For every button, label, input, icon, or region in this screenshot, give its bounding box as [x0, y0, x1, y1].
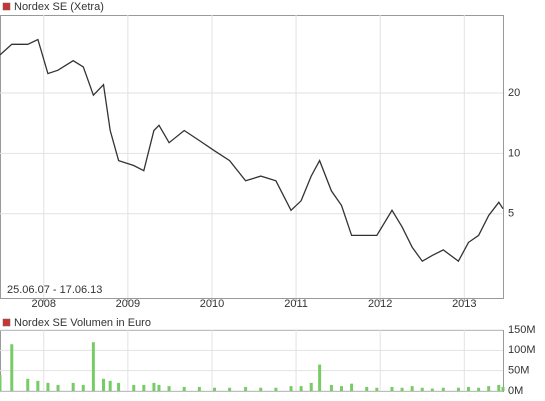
y-tick-label: 5	[508, 208, 514, 220]
legend-swatch	[2, 2, 11, 11]
volume-bar	[420, 387, 424, 391]
price-line	[0, 38, 504, 263]
volume-bar	[212, 387, 216, 391]
y-tick-label: 0M	[508, 385, 523, 397]
volume-bar	[309, 382, 313, 391]
volume-bar	[501, 386, 505, 391]
x-tick-label: 2008	[31, 298, 55, 310]
y-tick-label: 100M	[508, 344, 536, 356]
price-frame	[0, 15, 504, 299]
volume-bar	[0, 374, 2, 391]
volume-bar	[157, 384, 161, 391]
volume-bar	[108, 380, 112, 391]
volume-bar	[400, 387, 404, 391]
volume-bar	[152, 382, 156, 391]
volume-bar	[467, 386, 471, 391]
volume-bar	[182, 386, 186, 391]
legend-swatch	[2, 318, 11, 327]
volume-bar	[81, 384, 85, 391]
volume-bar	[430, 388, 434, 391]
y-tick-label: 150M	[508, 324, 536, 336]
volume-bar	[132, 384, 136, 391]
volume-bar	[274, 387, 278, 391]
volume-bar	[117, 382, 121, 391]
x-tick-label: 2013	[452, 298, 476, 310]
x-tick-label: 2009	[116, 298, 140, 310]
volume-bar	[487, 386, 491, 391]
volume-bar	[36, 380, 40, 391]
volume-bar	[350, 383, 354, 391]
volume-bar	[91, 342, 95, 391]
volume-bar	[390, 386, 394, 391]
volume-bar	[441, 387, 445, 391]
volume-bar	[410, 386, 414, 391]
volume-bar	[259, 387, 263, 391]
x-tick-label: 2010	[200, 298, 224, 310]
volume-bar	[289, 386, 293, 391]
volume-bar	[365, 386, 369, 391]
volume-bar	[228, 387, 232, 391]
volume-bar	[244, 386, 248, 391]
date-range: 25.06.07 - 17.06.13	[7, 284, 102, 296]
volume-bar	[329, 384, 333, 391]
y-tick-label: 20	[508, 87, 520, 99]
legend-label: Nordex SE Volumen in Euro	[14, 317, 151, 329]
volume-bar	[142, 384, 146, 391]
volume-bar	[101, 378, 105, 391]
volume-frame	[0, 330, 504, 392]
volume-bar	[318, 364, 322, 391]
volume-bar	[167, 386, 171, 391]
volume-bar	[456, 387, 460, 391]
volume-bar	[56, 384, 60, 391]
volume-bar	[497, 384, 501, 391]
volume-bar	[10, 344, 14, 391]
volume-bar	[477, 387, 481, 391]
volume-bar	[71, 382, 75, 391]
x-tick-label: 2012	[368, 298, 392, 310]
y-tick-label: 50M	[508, 365, 529, 377]
volume-bar	[197, 386, 201, 391]
volume-bar	[340, 386, 344, 391]
x-tick-label: 2011	[284, 298, 308, 310]
volume-bar	[46, 382, 50, 391]
volume-bar	[299, 386, 303, 391]
volume-bar	[375, 387, 379, 391]
legend-label: Nordex SE (Xetra)	[14, 1, 104, 13]
y-tick-label: 10	[508, 147, 520, 159]
volume-bar	[26, 378, 30, 391]
